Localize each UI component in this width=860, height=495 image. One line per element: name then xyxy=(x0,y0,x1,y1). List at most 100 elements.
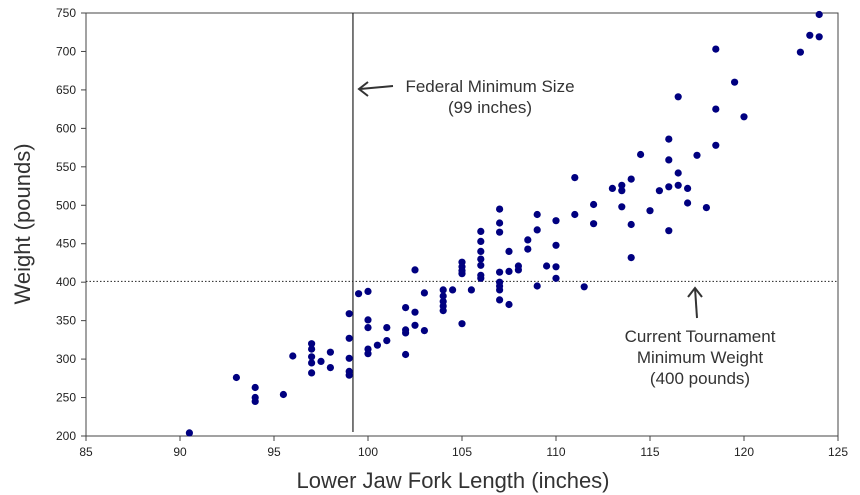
data-point xyxy=(684,184,692,192)
data-point xyxy=(496,296,504,304)
data-point xyxy=(411,321,419,329)
data-point xyxy=(608,184,617,192)
data-point xyxy=(308,369,316,377)
data-point xyxy=(665,183,673,191)
federal-minimum-annotation: Federal Minimum Size (99 inches) xyxy=(357,77,575,117)
data-point xyxy=(552,241,560,249)
data-point xyxy=(712,45,720,53)
data-point xyxy=(646,207,654,215)
data-point xyxy=(571,174,579,182)
data-point xyxy=(364,316,372,324)
data-point xyxy=(373,341,381,349)
data-point xyxy=(317,357,325,365)
y-tick-label: 350 xyxy=(56,314,76,328)
x-tick-label: 120 xyxy=(734,445,754,459)
x-tick-label: 115 xyxy=(640,445,659,459)
data-point xyxy=(514,266,523,274)
data-point xyxy=(815,33,823,41)
data-point xyxy=(618,203,626,211)
data-point xyxy=(402,304,410,312)
data-point xyxy=(533,226,541,234)
data-point xyxy=(458,320,466,328)
data-point xyxy=(496,268,504,276)
data-point xyxy=(364,324,372,332)
data-point xyxy=(552,274,560,282)
data-point xyxy=(458,270,466,278)
data-point xyxy=(712,105,720,113)
federal-annotation-line-1: Federal Minimum Size xyxy=(405,77,574,96)
data-point xyxy=(590,220,598,228)
data-point xyxy=(439,292,447,300)
y-tick-label: 300 xyxy=(56,352,76,366)
data-point xyxy=(496,228,504,236)
y-tick-label: 200 xyxy=(56,429,76,443)
data-point xyxy=(627,220,635,229)
data-point xyxy=(684,199,692,207)
data-point xyxy=(308,353,316,361)
data-point xyxy=(571,210,579,219)
data-point xyxy=(740,113,748,121)
x-tick-label: 125 xyxy=(828,445,848,459)
data-point xyxy=(533,210,541,219)
data-point xyxy=(702,204,711,212)
data-point xyxy=(806,31,814,39)
data-point xyxy=(185,429,193,437)
data-point xyxy=(345,310,353,318)
data-point xyxy=(251,397,259,405)
x-tick-label: 85 xyxy=(79,445,93,459)
federal-annotation-line-2: (99 inches) xyxy=(448,98,532,117)
x-tick-label: 95 xyxy=(267,445,281,459)
data-point xyxy=(383,324,391,332)
data-point xyxy=(618,181,626,189)
data-point xyxy=(693,151,701,159)
data-point xyxy=(533,282,541,290)
data-point xyxy=(289,352,297,360)
data-point xyxy=(477,237,485,245)
data-point xyxy=(420,327,428,335)
data-point xyxy=(402,350,410,359)
x-axis-title: Lower Jaw Fork Length (inches) xyxy=(296,468,609,493)
data-point xyxy=(496,286,504,294)
data-point xyxy=(674,169,682,177)
tournament-minimum-annotation: Current Tournament Minimum Weight (400 p… xyxy=(625,286,776,388)
data-point xyxy=(355,290,363,298)
data-point xyxy=(477,261,485,269)
data-point xyxy=(383,337,391,345)
data-point xyxy=(552,263,560,271)
arrow-up-icon xyxy=(687,286,703,319)
data-point xyxy=(590,200,598,209)
data-point xyxy=(326,348,334,356)
data-point xyxy=(505,267,513,275)
x-tick-label: 110 xyxy=(546,445,565,459)
data-point xyxy=(439,307,447,315)
data-point xyxy=(815,10,823,19)
data-point xyxy=(552,217,560,225)
data-point xyxy=(364,350,372,358)
data-point xyxy=(232,373,240,382)
data-point xyxy=(345,371,353,379)
y-tick-label: 650 xyxy=(56,83,76,97)
data-point xyxy=(543,262,551,270)
data-point xyxy=(496,205,504,213)
data-point xyxy=(505,300,513,309)
data-point xyxy=(308,340,316,348)
y-tick-label: 600 xyxy=(56,121,76,135)
data-point xyxy=(524,236,532,244)
data-point xyxy=(796,48,805,56)
data-point xyxy=(402,329,410,337)
data-point xyxy=(477,274,485,282)
data-point xyxy=(364,287,372,295)
data-point xyxy=(665,227,673,235)
data-point xyxy=(665,156,673,164)
tournament-annotation-line-2: Minimum Weight xyxy=(637,348,764,367)
data-point xyxy=(308,359,316,367)
tournament-annotation-line-3: (400 pounds) xyxy=(650,369,750,388)
data-point xyxy=(411,266,419,274)
data-point xyxy=(580,283,588,291)
axis-ticks: 85 90 95 100 105 110 115 120 125 200 250 300 350 400 4… xyxy=(56,6,848,459)
data-point xyxy=(655,187,664,195)
data-point xyxy=(345,354,353,362)
reference-lines xyxy=(86,13,838,432)
data-point xyxy=(674,181,682,189)
